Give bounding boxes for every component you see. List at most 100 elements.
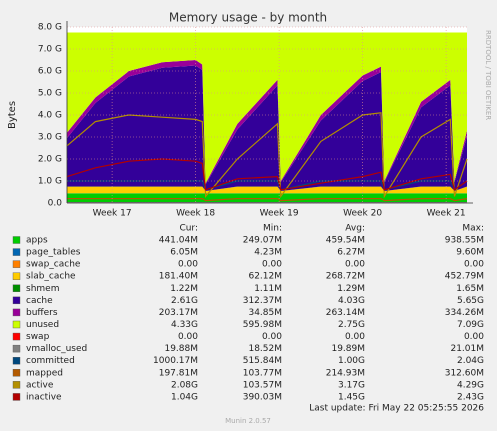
legend-value: 4.23M — [254, 248, 282, 258]
legend-value: 1.45G — [338, 392, 365, 402]
y-tick-label: 8.0 G — [38, 23, 62, 33]
legend-label: mapped — [26, 368, 63, 378]
legend-value: 4.33G — [171, 320, 198, 330]
legend-value: 4.29G — [457, 380, 484, 390]
legend-value: 1.04G — [171, 392, 198, 402]
legend-value: 2.61G — [171, 296, 198, 306]
legend-column-header: Min: — [263, 224, 282, 234]
y-tick-label: 0.0 — [48, 199, 63, 209]
legend-value: 1.29M — [337, 284, 365, 294]
legend-label: page_tables — [26, 248, 81, 258]
legend-value: 0.00 — [262, 260, 282, 270]
area — [67, 32, 467, 184]
legend-swatch — [12, 248, 21, 256]
legend-value: 0.00 — [262, 332, 282, 342]
legend-value: 21.01M — [450, 344, 484, 354]
legend-label: vmalloc_used — [26, 344, 87, 354]
legend-value: 3.17G — [338, 380, 365, 390]
legend-value: 181.40M — [159, 272, 198, 282]
legend-label: active — [26, 380, 54, 390]
x-tick-label: Week 19 — [260, 209, 299, 219]
line — [67, 198, 468, 202]
y-tick-label: 7.0 G — [38, 45, 62, 55]
legend-value: 1.00G — [338, 356, 365, 366]
legend-value: 0.00 — [345, 260, 365, 270]
legend-value: 2.04G — [457, 356, 484, 366]
x-tick-label: Week 17 — [93, 209, 132, 219]
y-tick-label: 5.0 G — [38, 89, 62, 99]
legend-value: 9.60M — [456, 248, 484, 258]
legend-value: 515.84M — [243, 356, 282, 366]
area — [67, 186, 467, 194]
legend-label: swap_cache — [26, 260, 81, 270]
y-tick-label: 2.0 G — [38, 155, 62, 165]
legend-value: 312.60M — [445, 368, 484, 378]
chart-title: Memory usage - by month — [169, 11, 327, 25]
x-tick-label: Week 21 — [427, 209, 466, 219]
x-tick-label: Week 18 — [176, 209, 215, 219]
legend-value: 595.98M — [243, 320, 282, 330]
y-tick-label: 6.0 G — [38, 67, 62, 77]
legend-value: 203.17M — [159, 308, 198, 318]
legend-value: 390.03M — [243, 392, 282, 402]
legend-value: 0.00 — [178, 332, 198, 342]
legend-column-header: Max: — [462, 224, 484, 234]
legend-value: 34.85M — [248, 308, 282, 318]
legend-value: 334.26M — [445, 308, 484, 318]
legend-label: committed — [26, 356, 75, 366]
legend-value: 0.00 — [464, 260, 484, 270]
legend-label: swap — [26, 332, 50, 342]
legend-value: 103.57M — [243, 380, 282, 390]
y-tick-label: 1.0 G — [38, 177, 62, 187]
legend-label: inactive — [26, 392, 62, 402]
version: Munin 2.0.57 — [225, 417, 271, 425]
line — [66, 112, 468, 199]
legend-label: shmem — [26, 284, 59, 294]
legend-label: unused — [26, 320, 59, 330]
legend-value: 0.00 — [345, 332, 365, 342]
legend-swatch — [12, 344, 21, 353]
legend-swatch — [12, 308, 21, 317]
side-label: RRDTOOL / TOBI OETIKER — [484, 30, 492, 120]
legend-value: 18.52M — [248, 344, 282, 354]
legend-column-header: Cur: — [179, 224, 198, 234]
y-axis-label: Bytes — [7, 101, 18, 129]
legend-swatch — [12, 320, 21, 329]
legend-value: 938.55M — [445, 236, 484, 246]
legend-value: 6.05M — [170, 248, 198, 258]
last-update: Last update: Fri May 22 05:25:55 2026 — [309, 404, 484, 414]
legend-swatch — [12, 284, 21, 292]
x-tick-label: Week 20 — [343, 209, 382, 219]
legend-value: 0.00 — [178, 260, 198, 270]
legend-value: 268.72M — [326, 272, 365, 282]
legend-value: 214.93M — [326, 368, 365, 378]
legend-swatch — [12, 296, 21, 305]
legend-swatch — [12, 381, 21, 389]
legend-swatch — [12, 393, 21, 401]
legend-value: 2.43G — [457, 392, 484, 402]
legend-column-header: Avg: — [345, 224, 365, 234]
legend-swatch — [12, 357, 21, 365]
legend-label: buffers — [26, 308, 58, 318]
legend-label: cache — [26, 296, 53, 306]
legend-value: 0.00 — [464, 332, 484, 342]
legend-value: 6.27M — [337, 248, 365, 258]
legend-value: 263.14M — [326, 308, 365, 318]
legend-swatch — [12, 272, 21, 280]
legend-value: 4.03G — [338, 296, 365, 306]
legend-value: 19.88M — [164, 344, 198, 354]
legend-value: 312.37M — [243, 296, 282, 306]
legend-swatch — [12, 260, 21, 268]
legend-value: 103.77M — [243, 368, 282, 378]
legend-label: slab_cache — [26, 272, 76, 282]
legend-value: 2.08G — [171, 380, 198, 390]
legend-value: 1.22M — [170, 284, 198, 294]
legend-value: 197.81M — [159, 368, 198, 378]
legend-value: 19.89M — [331, 344, 365, 354]
legend-value: 7.09G — [457, 320, 484, 330]
legend-value: 1.11M — [254, 284, 282, 294]
legend-value: 459.54M — [326, 236, 365, 246]
legend-swatch — [12, 369, 21, 377]
legend-swatch — [12, 236, 21, 244]
